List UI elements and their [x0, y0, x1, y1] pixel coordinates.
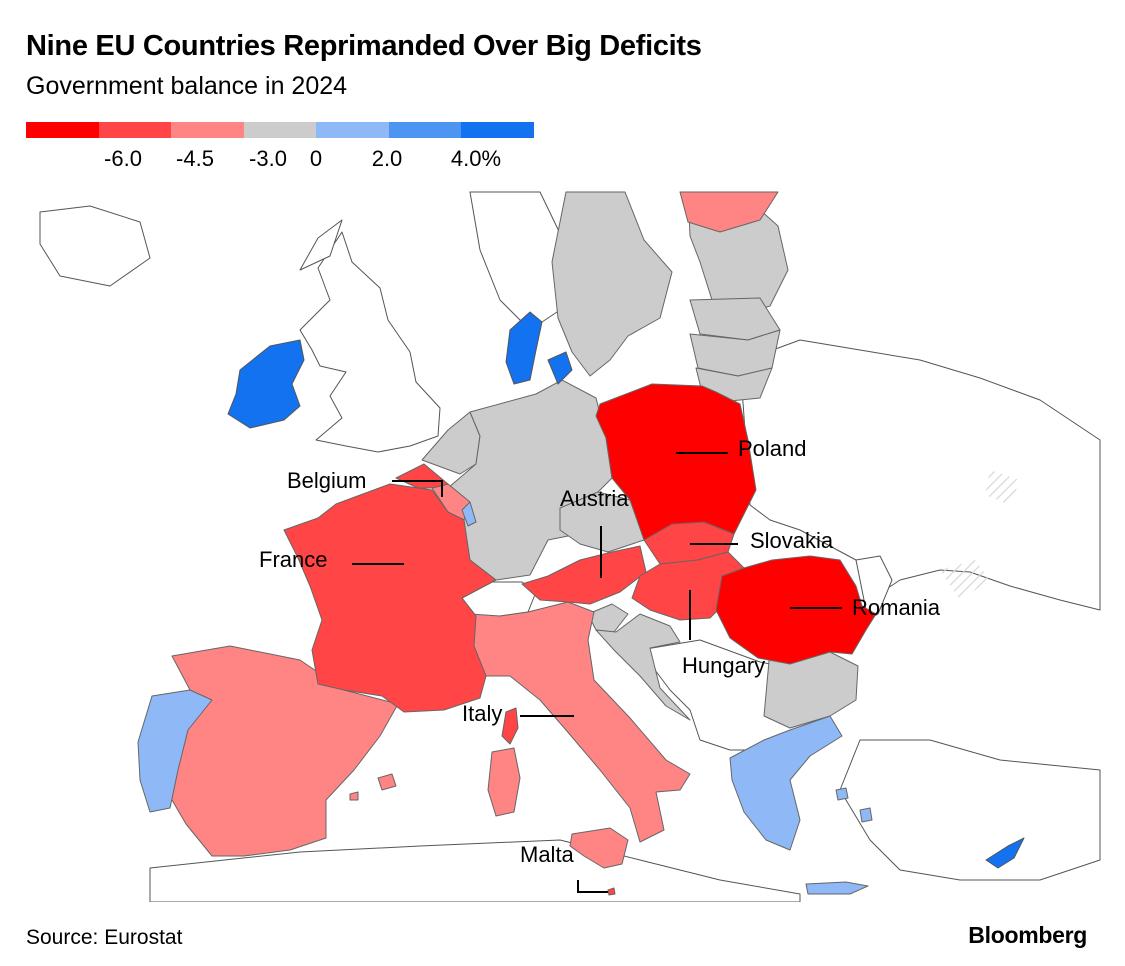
malta: [607, 887, 616, 896]
label-austria: Austria: [560, 486, 629, 511]
greece: [729, 715, 843, 851]
legend-tick-label: 0: [309, 146, 323, 171]
legend-color-bar: [26, 122, 535, 138]
uk-landmass: [299, 231, 441, 453]
color-legend: -6.0 -4.5 -3.0 0 2.0 4.0%: [26, 122, 535, 182]
scotland-north: [299, 219, 343, 271]
portugal: [137, 689, 213, 813]
chart-subtitle: Government balance in 2024: [26, 72, 348, 100]
denmark: [505, 311, 543, 385]
iceland-shetland: [39, 205, 151, 287]
crimea-hatched: [940, 560, 990, 600]
legend-swatch-7: [461, 122, 535, 138]
malta-leader-line: [577, 880, 608, 893]
germany: [447, 379, 613, 581]
legend-tick-label: -4.5: [176, 146, 214, 171]
donbas-hatched: [985, 470, 1020, 505]
legend-swatch-5: [316, 122, 389, 138]
label-hungary: Hungary: [682, 653, 765, 678]
poland: [595, 383, 757, 541]
sicily: [569, 827, 629, 869]
legend-tick-label: -6.0: [104, 146, 142, 171]
legend-swatch-4: [243, 122, 317, 138]
label-belgium: Belgium: [287, 468, 366, 493]
balearic-mallorca: [377, 773, 397, 791]
croatia: [595, 613, 691, 721]
bulgaria: [763, 649, 859, 729]
aegean-island-2: [859, 807, 873, 823]
north-africa: [149, 839, 801, 902]
legend-tick-label: -3.0: [249, 146, 287, 171]
legend-tick-label: 4.0%: [450, 146, 502, 171]
slovenia: [587, 603, 629, 633]
label-poland: Poland: [738, 436, 807, 461]
label-malta: Malta: [520, 842, 575, 867]
legend-swatch-1: [26, 122, 99, 138]
turkey-region: [839, 739, 1101, 881]
sardinia: [487, 747, 521, 817]
europe-map: Poland Belgium Austria Slovakia France R…: [39, 191, 1101, 902]
legend-swatch-6: [388, 122, 462, 138]
italy: [469, 601, 691, 843]
sweden: [551, 191, 673, 377]
ireland: [227, 339, 305, 429]
balearic-ibiza: [349, 791, 359, 801]
label-romania: Romania: [852, 595, 941, 620]
legend-swatch-2: [98, 122, 172, 138]
belgium: [395, 463, 449, 489]
chart-title: Nine EU Countries Reprimanded Over Big D…: [26, 30, 702, 62]
cyprus: [985, 837, 1025, 869]
crete: [805, 881, 869, 895]
source-note: Source: Eurostat: [26, 926, 183, 949]
denmark-zealand: [547, 351, 573, 385]
norway: [469, 191, 569, 331]
eastern-europe: [739, 339, 1101, 611]
label-france: France: [259, 547, 327, 572]
label-slovakia: Slovakia: [750, 528, 834, 553]
corsica: [501, 707, 519, 745]
romania: [715, 555, 877, 665]
bloomberg-logo: Bloomberg: [968, 922, 1087, 948]
legend-swatch-3: [171, 122, 244, 138]
russia-north: [679, 191, 779, 233]
belgium-leader-line: [392, 480, 443, 497]
label-italy: Italy: [462, 701, 502, 726]
legend-tick-label: 2.0: [371, 146, 403, 171]
aegean-island-1: [835, 787, 849, 801]
belgium-lux-blue: [461, 501, 477, 527]
